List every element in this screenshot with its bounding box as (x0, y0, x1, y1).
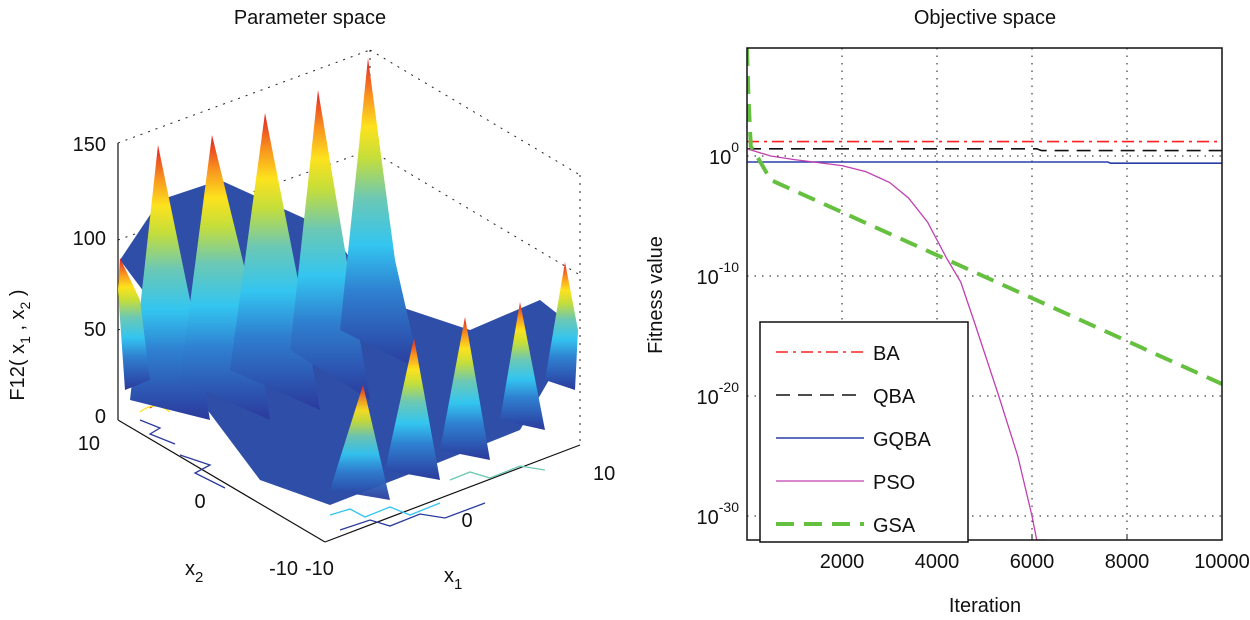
axes-3d (117, 143, 581, 543)
y-tick-label: 10-30 (697, 499, 740, 529)
box-grid (117, 49, 581, 445)
y-tick-label: 100 (709, 139, 739, 169)
convergence-chart: Objective space 2000 4000 6000 8000 10000 100… (645, 7, 1250, 617)
x-tick-label: 0 (461, 510, 472, 532)
legend-label: PSO (873, 472, 915, 494)
surface-peak (545, 262, 578, 390)
legend: BA QBA GQBA PSO GSA (759, 321, 969, 543)
surface-peak (118, 258, 150, 390)
legend-label: GSA (873, 515, 916, 537)
surface-plot: Parameter space (7, 7, 615, 593)
surface-peak (440, 317, 490, 460)
z-tick-label: 50 (84, 319, 106, 341)
x-tick-label: 6000 (1010, 551, 1055, 573)
series-lines (747, 48, 1222, 540)
x-tick-label: -10 (305, 558, 334, 580)
series-line-gqba (747, 161, 1222, 164)
y-tick-label: 0 (194, 491, 205, 513)
series-line-pso (747, 148, 1047, 540)
x-tick-label: 10000 (1194, 551, 1250, 573)
legend-label: QBA (873, 386, 916, 408)
z-tick-label: 0 (95, 406, 106, 428)
surface-peak (500, 302, 545, 430)
y-tick-label: -10 (269, 558, 298, 580)
legend-box (759, 321, 969, 543)
legend-label: BA (873, 343, 900, 365)
z-tick-label: 150 (73, 134, 106, 156)
x-tick-label: 10 (593, 463, 615, 485)
y-tick-label: 10-10 (697, 259, 740, 289)
series-line-qba (747, 148, 1222, 152)
x-axis-label: x1 (444, 565, 462, 593)
surface-peak (385, 338, 440, 480)
z-tick-label: 100 (73, 228, 106, 250)
z-axis-label: F12( x1 , x2 ) (7, 289, 33, 400)
plot-frame (746, 47, 1223, 541)
tick-labels: 2000 4000 6000 8000 10000 100 10-10 10-20 10-30 (697, 139, 1250, 573)
y-tick-label: 10 (78, 433, 100, 455)
y-axis-label: x2 (185, 558, 203, 586)
legend-label: GQBA (873, 429, 931, 451)
surface-peak (330, 385, 390, 500)
surface-title: Parameter space (234, 7, 386, 29)
chart-title: Objective space (914, 7, 1056, 29)
surface-peak (340, 58, 420, 370)
contour-lines (139, 403, 546, 531)
y-tick-label: 10-20 (697, 379, 740, 409)
y-axis-label: Fitness value (645, 236, 667, 354)
series-line-gsa (747, 48, 1222, 386)
x-tick-label: 2000 (820, 551, 865, 573)
surface (118, 58, 578, 505)
x-tick-label: 8000 (1105, 551, 1150, 573)
x-axis-label: Iteration (949, 595, 1021, 617)
x-tick-label: 4000 (915, 551, 960, 573)
